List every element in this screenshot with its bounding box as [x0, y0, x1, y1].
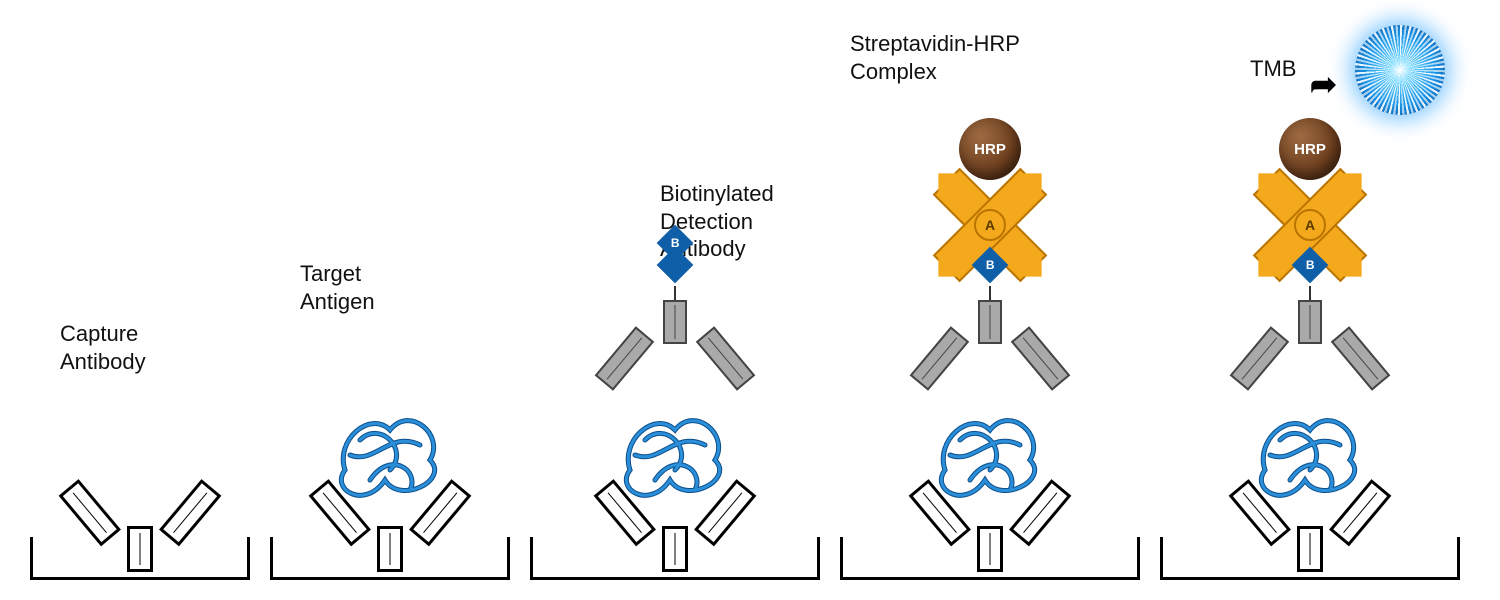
biotin-icon: B [970, 230, 1010, 290]
signal-glow-icon [1355, 25, 1445, 115]
biotin-icon: B [655, 230, 695, 290]
well-icon [30, 537, 250, 580]
well-icon [270, 537, 510, 580]
well-icon [530, 537, 820, 580]
panel-tmb-signal: TMB ➦ HRP A B [1160, 20, 1460, 580]
label-capture-antibody: Capture Antibody [60, 320, 146, 375]
panel-target-antigen: Target Antigen [270, 20, 510, 580]
tmb-arrow-icon: ➦ [1310, 65, 1337, 103]
biotin-letter: B [986, 258, 995, 272]
well-icon [840, 537, 1140, 580]
hrp-label: HRP [974, 141, 1006, 158]
label-streptavidin-hrp: Streptavidin-HRP Complex [850, 30, 1020, 85]
biotin-icon: B [1290, 230, 1330, 290]
biotin-letter: B [1306, 258, 1315, 272]
detection-antibody-icon [615, 300, 735, 410]
well-icon [1160, 537, 1460, 580]
detection-antibody-icon [1250, 300, 1370, 410]
panel-detection-antibody: Biotinylated Detection Antibody B [530, 20, 820, 580]
hrp-label: HRP [1294, 141, 1326, 158]
detection-antibody-icon [930, 300, 1050, 410]
label-target-antigen: Target Antigen [300, 260, 375, 315]
label-tmb: TMB [1250, 55, 1296, 83]
panel-streptavidin-hrp: Streptavidin-HRP Complex HRP A B [840, 20, 1140, 580]
panel-capture-antibody: Capture Antibody [30, 20, 250, 580]
